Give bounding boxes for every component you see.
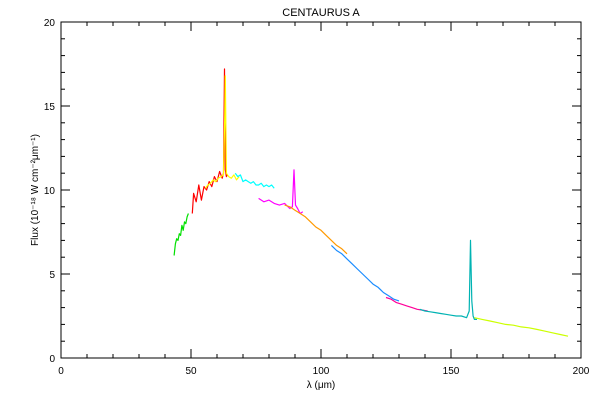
y-tick-label: 20 [44, 18, 56, 29]
axis-ticks [60, 21, 582, 359]
series-line-3 [204, 75, 240, 189]
x-axis-label: λ (μm) [307, 380, 336, 391]
series-line-10 [474, 317, 569, 337]
y-tick-label: 0 [49, 354, 55, 365]
y-tick-label: 5 [49, 270, 55, 281]
x-tick-label: 150 [443, 366, 460, 377]
x-tick-label: 0 [58, 366, 64, 377]
y-tick-label: 15 [44, 102, 56, 113]
plot-frame [60, 21, 582, 359]
axis-tick-labels: 0 50 100 150 200 0 5 10 15 20 [44, 18, 590, 377]
series-line-1 [173, 213, 189, 256]
series-line-4 [234, 172, 275, 189]
series-line-2 [191, 68, 228, 214]
series-line-9 [419, 239, 477, 320]
series-line-8 [385, 296, 428, 312]
series-layer [173, 68, 569, 337]
series-line-6 [284, 204, 348, 255]
y-tick-label: 10 [44, 186, 56, 197]
y-axis-label: Flux (10⁻¹⁸ W cm⁻²μm⁻¹) [30, 134, 41, 246]
series-line-7 [330, 244, 400, 302]
series-line-5 [258, 169, 304, 215]
chart-title: CENTAURUS A [282, 7, 360, 19]
x-tick-label: 50 [185, 366, 197, 377]
x-tick-label: 100 [313, 366, 330, 377]
x-tick-label: 200 [573, 366, 590, 377]
